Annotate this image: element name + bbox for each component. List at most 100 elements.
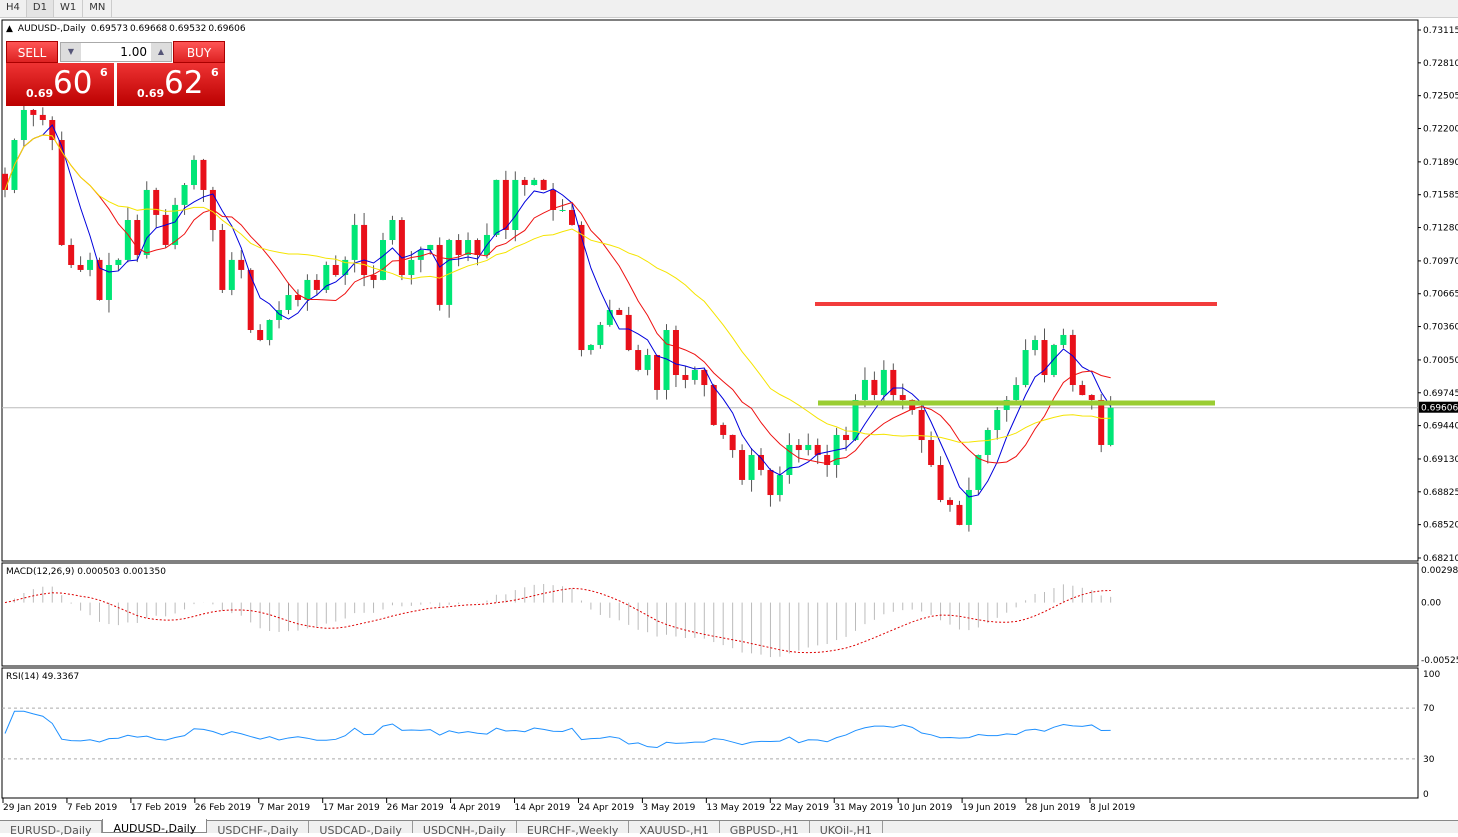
candle-body	[332, 264, 339, 276]
candle	[569, 203, 575, 226]
price-tick-label: 0.68825	[1423, 488, 1458, 498]
tab-usdcnh-daily[interactable]: USDCNH-,Daily	[413, 821, 517, 837]
candle	[729, 434, 736, 458]
candle-body	[729, 434, 736, 451]
tab-audusd-daily[interactable]: AUDUSD-,Daily	[102, 819, 208, 835]
candle-body	[2, 173, 8, 190]
candle-body	[228, 259, 235, 290]
tab-eurchf-weekly[interactable]: EURCHF-,Weekly	[517, 821, 630, 837]
date-tick-label: 29 Jan 2019	[3, 803, 57, 813]
tab-eurusd-daily[interactable]: EURUSD-,Daily	[0, 821, 103, 837]
candle	[162, 209, 169, 248]
macd-axis-label: -0.005258	[1421, 656, 1458, 666]
timeframe-d1[interactable]: D1	[26, 0, 54, 17]
candle-body	[805, 444, 812, 451]
candle	[928, 431, 935, 467]
candle	[748, 448, 755, 492]
price-chart[interactable]: 0.73115 0.72810 0.72505 0.72200 0.71890 0.715…	[0, 18, 1458, 818]
candle-body	[285, 295, 292, 310]
candle	[115, 258, 122, 271]
volume-input[interactable]: 1.00	[120, 45, 147, 59]
candle	[654, 354, 661, 400]
timeframe-w1[interactable]: W1	[54, 0, 84, 17]
candle-body	[200, 159, 207, 190]
candle	[68, 238, 75, 269]
candle-body	[550, 189, 557, 210]
candle	[587, 344, 594, 355]
candle-body	[134, 219, 141, 255]
volume-decrease-icon[interactable]: ▼	[61, 43, 81, 61]
candle-body	[540, 179, 547, 190]
date-tick-label: 14 Apr 2019	[515, 803, 571, 813]
rsi-line	[4, 710, 1111, 749]
candle	[720, 422, 727, 439]
sell-button[interactable]: SELL	[6, 41, 58, 63]
candle-body	[663, 330, 670, 390]
candle	[918, 403, 925, 453]
date-tick-label: 7 Feb 2019	[67, 803, 118, 813]
price-tick-label: 0.69745	[1423, 389, 1458, 399]
candle	[795, 439, 802, 463]
candle	[455, 234, 462, 267]
volume-field[interactable]: ▼ 1.00 ▲	[60, 42, 172, 62]
candle-body	[30, 109, 37, 115]
rsi-label: RSI(14) 49.3367	[6, 672, 80, 682]
candle	[682, 365, 689, 389]
candle-body	[965, 489, 972, 525]
rsi-axis-label: 30	[1423, 755, 1435, 765]
rsi-axis-label: 0	[1423, 790, 1429, 800]
tab-gbpusd-h1[interactable]: GBPUSD-,H1	[720, 821, 810, 837]
candle-body	[701, 369, 708, 386]
macd-axis-label: 0.002984	[1421, 566, 1458, 576]
candle-body	[39, 114, 46, 120]
candle-body	[115, 259, 122, 265]
candle-body	[105, 264, 112, 300]
date-tick-label: 10 Jun 2019	[898, 803, 952, 813]
candle-body	[531, 179, 538, 186]
candle	[219, 223, 226, 294]
candle-body	[238, 259, 245, 270]
candle	[937, 456, 944, 503]
main-pane-frame	[1, 19, 1419, 562]
candle-body	[852, 399, 859, 441]
candle-body	[748, 454, 755, 480]
timeframe-mn[interactable]: MN	[83, 0, 113, 17]
tab-xauusd-h1[interactable]: XAUUSD-,H1	[629, 821, 720, 837]
timeframe-h4[interactable]: H4	[0, 0, 27, 17]
candle-body	[1060, 334, 1067, 345]
candle	[313, 274, 320, 296]
candle-body	[871, 379, 878, 396]
date-tick-label: 13 May 2019	[706, 803, 765, 813]
candle-body	[380, 240, 386, 280]
candle	[776, 466, 783, 502]
candle-body	[191, 159, 197, 186]
candle	[266, 319, 273, 346]
candle-body	[776, 475, 783, 496]
buy-button[interactable]: BUY	[173, 41, 225, 63]
sell-price[interactable]: 0.69 60 6	[6, 63, 114, 106]
candle-body	[446, 240, 453, 305]
volume-increase-icon[interactable]: ▲	[151, 43, 171, 61]
ma-slow-line	[4, 134, 1111, 443]
candle-body	[502, 179, 509, 231]
candle	[512, 171, 519, 242]
rsi-pane-frame	[1, 667, 1419, 799]
candle-body	[843, 434, 850, 441]
candle-body	[512, 179, 519, 231]
date-tick-label: 24 Apr 2019	[578, 803, 634, 813]
candle	[370, 265, 377, 289]
candle	[389, 215, 396, 245]
tab-usdcad-daily[interactable]: USDCAD-,Daily	[309, 821, 413, 837]
tab-ukoil-h1[interactable]: UKOil-,H1	[810, 821, 883, 837]
candle-body	[654, 354, 661, 390]
candle-body	[1069, 334, 1076, 386]
tab-usdchf-daily[interactable]: USDCHF-,Daily	[207, 821, 310, 837]
candle-body	[521, 179, 528, 186]
candle-body	[172, 204, 179, 245]
collapse-icon[interactable]: ▲	[6, 24, 13, 34]
buy-price-pip: 6	[211, 66, 219, 79]
candle-body	[947, 499, 953, 505]
buy-price[interactable]: 0.69 62 6	[117, 63, 225, 106]
date-tick-label: 17 Mar 2019	[323, 803, 380, 813]
candle-body	[351, 224, 358, 260]
